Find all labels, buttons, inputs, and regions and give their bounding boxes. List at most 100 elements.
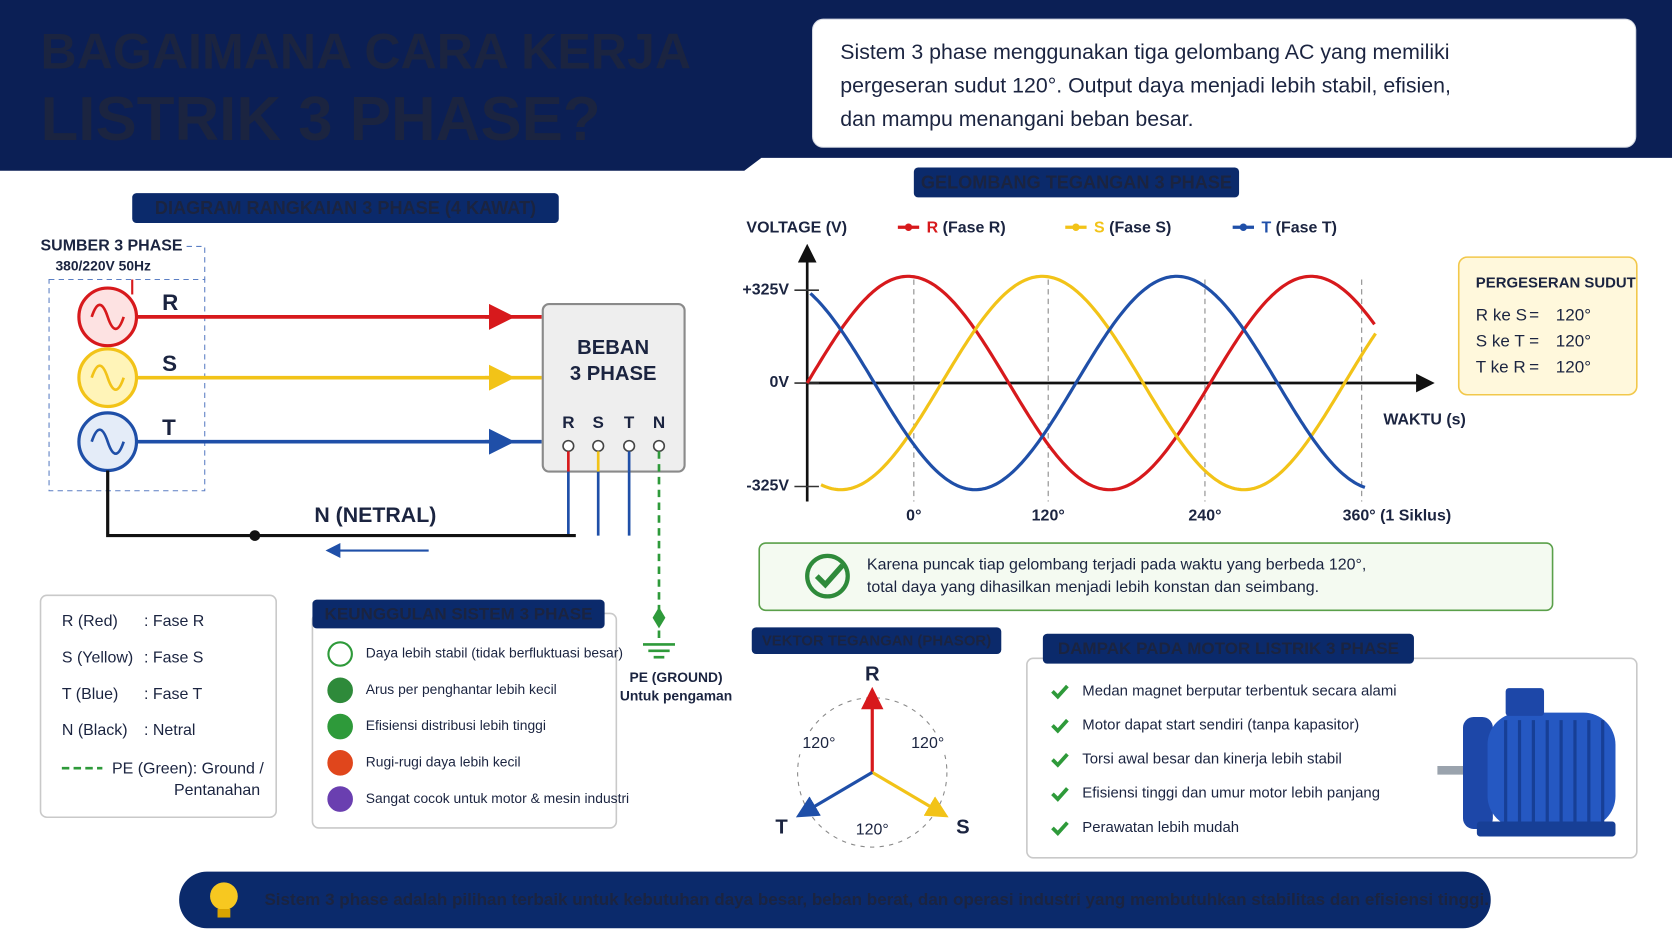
advantages-heading-bg (312, 599, 605, 629)
legend-key: S (Yellow) (62, 649, 133, 666)
terminal (652, 439, 666, 453)
note-check (814, 563, 845, 589)
angle-label: 120° (911, 735, 944, 752)
ground-diamond (652, 607, 666, 629)
advantage-icon (327, 677, 353, 704)
phasor-heading-bg (751, 627, 1002, 655)
legend-key: T (Blue) (62, 686, 119, 703)
motor-check (1051, 787, 1069, 802)
phase-label: T (162, 415, 176, 440)
advantage-icon (327, 750, 353, 776)
ground-note: Untuk pengaman (620, 687, 732, 703)
wave (809, 274, 1366, 492)
phase-label: R (162, 290, 178, 315)
motor-check (1051, 753, 1069, 768)
motor-item: Perawatan lebih mudah (1082, 819, 1239, 836)
shift-cell: 120° (1556, 358, 1591, 377)
legend-letter: T (1261, 220, 1271, 237)
note-text: Karena puncak tiap gelombang terjadi pad… (867, 557, 1366, 574)
advantage-icon (327, 713, 353, 740)
angle-bg (798, 732, 840, 755)
shift-cell: = (1529, 358, 1539, 377)
load-label: BEBAN (577, 337, 649, 359)
phase-label: S (162, 351, 177, 376)
angle-bg (907, 732, 948, 755)
footer-text: Sistem 3 phase adalah pilihan terbaik un… (264, 890, 1489, 909)
terminal (562, 439, 575, 453)
legend-key: R (Red) (62, 613, 118, 630)
advantage-text: Sangat cocok untuk motor & mesin industr… (366, 790, 629, 806)
motor-check (1051, 718, 1069, 734)
shift-cell: T ke R (1476, 358, 1526, 377)
intro-text: pergeseran sudut 120°. Output daya menja… (840, 74, 1451, 98)
motor-item: Torsi awal besar dan kinerja lebih stabi… (1082, 751, 1342, 768)
footer-bulb (210, 882, 238, 911)
note-icon (805, 553, 850, 599)
source-box (48, 278, 206, 492)
source-title: SUMBER 3 PHASE (41, 238, 183, 255)
y-tick-label: -325V (746, 478, 789, 495)
motor-illustration (1437, 688, 1616, 837)
shift-cell: = (1529, 331, 1539, 350)
intro-text: Sistem 3 phase menggunakan tiga gelomban… (840, 40, 1449, 64)
y-axis-label: VOLTAGE (V) (746, 220, 847, 237)
sine-symbol (90, 364, 125, 392)
title-line: BAGAIMANA CARA KERJA (41, 24, 692, 80)
source-spec: 380/220V 50Hz (55, 257, 151, 273)
legend-name: (Fase R) (943, 220, 1006, 237)
advantage-text: Efisiensi distribusi lebih tinggi (366, 717, 546, 733)
load-box (541, 302, 686, 473)
neutral-label: N (NETRAL) (314, 503, 436, 527)
advantage-text: Rugi-rugi daya lebih kecil (366, 753, 521, 769)
terminal-label: T (624, 413, 635, 432)
motor-flange (1463, 716, 1493, 829)
source-bracket (186, 245, 206, 280)
shift-cell: R ke S (1476, 305, 1527, 324)
load-label: 3 PHASE (570, 363, 657, 385)
phasor-label: S (956, 816, 970, 838)
legend-entry: R (Fase R) (927, 220, 1006, 237)
advantage-text: Daya lebih stabil (tidak berfluktuasi be… (366, 645, 623, 661)
legend-desc: : Fase T (144, 686, 203, 703)
legend-desc: : Fase S (144, 649, 204, 666)
x-axis-label: WAKTU (s) (1383, 412, 1466, 429)
terminal-label: R (562, 413, 574, 432)
intro-text: dan mampu menangani beban besar. (840, 107, 1193, 131)
x-tick-label: 240° (1188, 508, 1221, 525)
legend-desc: : Netral (144, 722, 196, 739)
footer-bulb-base (217, 908, 231, 918)
terminal (592, 439, 605, 453)
circuit-heading-bg (132, 193, 559, 223)
phasor-s (871, 771, 949, 818)
phasor-t (795, 771, 874, 818)
y-tick-label: 0V (770, 374, 790, 391)
intro-box (812, 18, 1637, 148)
legend-entry: T (Fase T) (1261, 220, 1336, 237)
shift-box (1457, 256, 1638, 396)
ground-label: PE (GROUND) (629, 669, 722, 685)
sine-symbol (90, 428, 125, 456)
legend-letter: S (1094, 220, 1105, 237)
advantage-text: Arus per penghantar lebih kecil (366, 681, 557, 697)
x-tick-label: 120° (1032, 508, 1065, 525)
motor-foot (1476, 821, 1616, 837)
y-tick-label: +325V (742, 281, 789, 298)
legend-name: (Fase S) (1109, 220, 1171, 237)
phasor-label: T (775, 816, 788, 838)
legend-entry: S (Fase S) (1094, 220, 1171, 237)
terminal-label: S (593, 413, 604, 432)
waves-heading-bg (913, 167, 1240, 198)
wave (820, 274, 1377, 492)
waves-heading: GELOMBANG TEGANGAN 3 PHASE (921, 172, 1232, 192)
advantage-icon (327, 786, 353, 812)
footer-bar (179, 871, 1491, 929)
shift-cell: 120° (1556, 331, 1591, 350)
advantages-heading: KEUNGGULAN SISTEM 3 PHASE (325, 605, 593, 624)
note-text: total daya yang dihasilkan menjadi lebih… (867, 579, 1319, 596)
terminal-label: N (653, 413, 665, 432)
motor-heading: DAMPAK PADA MOTOR LISTRIK 3 PHASE (1058, 639, 1399, 658)
angle-label: 120° (802, 735, 835, 752)
legend-pe: PE (Green): Ground / (112, 760, 264, 777)
phasor-heading: VEKTOR TEGANGAN (PHASOR) (762, 633, 991, 650)
